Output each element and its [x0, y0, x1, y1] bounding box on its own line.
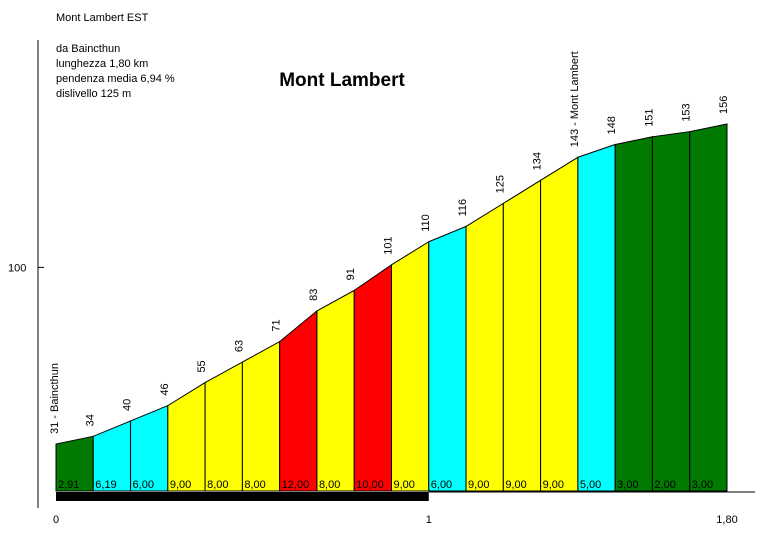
gradient-label: 9,00	[505, 479, 526, 491]
profile-segment-11	[428, 225, 467, 492]
altitude-label: 31 - Baincthun	[49, 363, 61, 434]
altitude-label: 83	[308, 289, 320, 301]
profile-segment-7	[279, 309, 318, 492]
gradient-label: 3,00	[692, 479, 713, 491]
x-tick-label: 1	[426, 514, 432, 526]
profile-segment-17	[651, 131, 691, 492]
profile-segment-4	[167, 381, 206, 492]
altitude-label: 143 - Mont Lambert	[569, 51, 581, 147]
profile-segment-8	[316, 289, 355, 492]
profile-segment-5	[204, 361, 243, 492]
profile-segment-13	[502, 179, 542, 492]
altitude-label: 153	[681, 103, 693, 121]
distance-bar-group	[56, 491, 755, 501]
profile-segment-15	[577, 143, 616, 492]
profile-segment-18	[689, 123, 728, 492]
altitude-label: 134	[532, 152, 544, 170]
altitude-label: 34	[84, 414, 96, 426]
altitude-label: 55	[196, 360, 208, 372]
segment-group	[55, 123, 728, 492]
gradient-label: 8,00	[207, 479, 228, 491]
profile-segment-6	[241, 340, 281, 492]
altitude-label: 148	[606, 116, 618, 134]
altitude-label: 116	[457, 199, 469, 217]
gradient-label: 6,19	[95, 479, 116, 491]
gradient-label: 9,00	[468, 479, 489, 491]
profile-segment-16	[614, 136, 653, 492]
gradient-label: 6,00	[431, 479, 452, 491]
label-group: 2,91 6,19 6,00 9,00 8,00 8,00 12,00 8,00 10,00 9,…	[8, 51, 738, 526]
altitude-label: 151	[643, 108, 655, 126]
profile-segment-12	[465, 202, 504, 492]
altitude-label: 101	[383, 236, 395, 254]
gradient-label: 9,00	[170, 479, 191, 491]
climb-name: Mont Lambert EST	[56, 12, 149, 24]
gradient-label: 12,00	[282, 479, 310, 491]
chart-title: Mont Lambert	[279, 70, 405, 91]
altitude-label: 110	[420, 214, 432, 232]
altitude-label: 91	[345, 268, 357, 280]
climb-elevation-gain: dislivello 125 m	[56, 88, 132, 100]
gradient-label: 9,00	[543, 479, 564, 491]
distance-bar-black	[56, 492, 429, 501]
gradient-label: 6,00	[133, 479, 154, 491]
gradient-label: 10,00	[356, 479, 384, 491]
gradient-label: 3,00	[617, 479, 638, 491]
altitude-label: 156	[718, 96, 730, 114]
climb-length: lunghezza 1,80 km	[56, 58, 149, 70]
gradient-label: 5,00	[580, 479, 601, 491]
altitude-label: 46	[159, 383, 171, 395]
y-tick-label: 100	[8, 262, 26, 274]
climb-gradient: pendenza media 6,94 %	[56, 73, 175, 85]
altitude-label: 125	[494, 175, 506, 193]
altitude-label: 63	[233, 340, 245, 352]
gradient-label: 2,91	[58, 479, 79, 491]
gradient-label: 8,00	[244, 479, 265, 491]
x-tick-label: 1,80	[716, 514, 737, 526]
profile-segment-14	[540, 156, 579, 492]
climb-start: da Baincthun	[56, 43, 121, 55]
gradient-label: 9,00	[394, 479, 415, 491]
profile-segment-9	[353, 263, 392, 492]
gradient-label: 8,00	[319, 479, 340, 491]
altitude-label: 40	[122, 399, 134, 411]
x-tick-label: 0	[53, 514, 59, 526]
profile-segment-10	[391, 240, 430, 492]
altitude-label: 71	[271, 319, 283, 331]
gradient-label: 2,00	[654, 479, 675, 491]
